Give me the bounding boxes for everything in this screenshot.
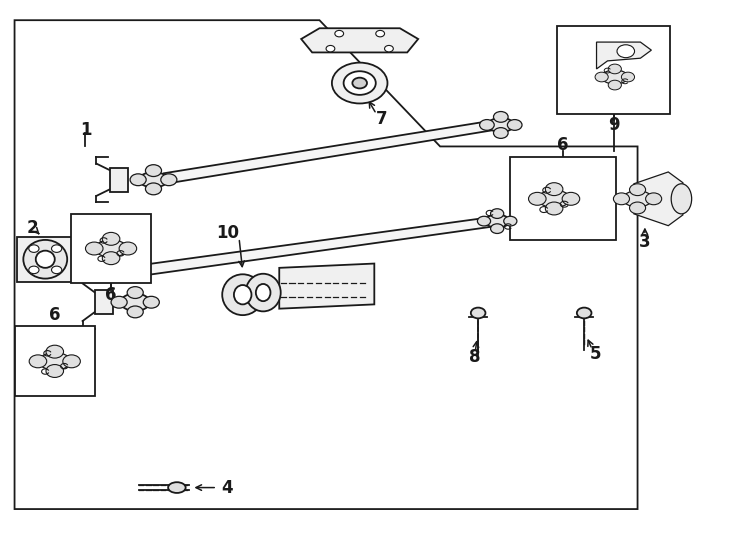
Polygon shape <box>279 264 374 309</box>
Polygon shape <box>15 20 638 509</box>
Ellipse shape <box>385 45 393 52</box>
Ellipse shape <box>595 72 608 82</box>
Text: 1: 1 <box>80 122 91 139</box>
Bar <box>15 326 95 396</box>
Ellipse shape <box>95 240 127 257</box>
Ellipse shape <box>46 364 64 377</box>
Ellipse shape <box>470 308 485 319</box>
Ellipse shape <box>492 119 505 130</box>
Ellipse shape <box>491 216 503 226</box>
Text: 7: 7 <box>376 110 388 127</box>
Ellipse shape <box>577 308 592 319</box>
Ellipse shape <box>29 266 39 274</box>
Ellipse shape <box>376 30 385 37</box>
Ellipse shape <box>120 294 150 311</box>
Ellipse shape <box>51 266 62 274</box>
Ellipse shape <box>139 172 168 187</box>
Ellipse shape <box>36 251 55 268</box>
Ellipse shape <box>562 192 580 205</box>
Polygon shape <box>137 217 497 276</box>
Ellipse shape <box>630 184 646 195</box>
Ellipse shape <box>145 165 161 177</box>
Polygon shape <box>301 28 418 52</box>
Text: 10: 10 <box>217 225 239 242</box>
Text: 6: 6 <box>105 286 117 304</box>
Ellipse shape <box>29 355 47 368</box>
Ellipse shape <box>222 274 264 315</box>
Text: 5: 5 <box>589 345 601 363</box>
Ellipse shape <box>335 30 344 37</box>
Ellipse shape <box>119 242 137 255</box>
Ellipse shape <box>538 190 570 207</box>
Ellipse shape <box>145 183 161 195</box>
Ellipse shape <box>545 202 563 215</box>
Ellipse shape <box>646 193 661 205</box>
Ellipse shape <box>528 192 546 205</box>
Ellipse shape <box>490 224 504 233</box>
Ellipse shape <box>161 174 177 186</box>
Ellipse shape <box>130 174 146 186</box>
Ellipse shape <box>545 183 563 195</box>
Ellipse shape <box>29 245 39 252</box>
Polygon shape <box>18 237 73 282</box>
Text: 9: 9 <box>608 116 619 134</box>
Text: 6: 6 <box>49 306 60 323</box>
Ellipse shape <box>102 232 120 245</box>
Ellipse shape <box>484 215 509 227</box>
Ellipse shape <box>493 112 508 122</box>
Ellipse shape <box>630 202 646 214</box>
Bar <box>557 25 670 114</box>
Ellipse shape <box>617 45 635 58</box>
Ellipse shape <box>507 119 522 130</box>
Ellipse shape <box>671 184 691 214</box>
Ellipse shape <box>504 217 517 226</box>
Ellipse shape <box>127 306 143 318</box>
Ellipse shape <box>51 245 62 252</box>
Bar <box>71 214 151 284</box>
Text: 8: 8 <box>470 348 481 366</box>
Polygon shape <box>109 168 128 192</box>
Ellipse shape <box>608 80 622 90</box>
Ellipse shape <box>246 274 280 312</box>
Ellipse shape <box>487 118 514 132</box>
Ellipse shape <box>332 63 388 104</box>
Ellipse shape <box>493 127 508 138</box>
Ellipse shape <box>326 45 335 52</box>
Ellipse shape <box>39 353 71 370</box>
Text: 4: 4 <box>221 478 233 497</box>
Ellipse shape <box>479 119 494 130</box>
Ellipse shape <box>102 252 120 265</box>
Text: 2: 2 <box>26 219 38 237</box>
Ellipse shape <box>111 296 127 308</box>
Polygon shape <box>164 119 498 184</box>
Ellipse shape <box>622 72 635 82</box>
Ellipse shape <box>143 296 159 308</box>
Text: 3: 3 <box>639 233 650 251</box>
Ellipse shape <box>85 242 103 255</box>
Ellipse shape <box>23 240 68 279</box>
Ellipse shape <box>168 482 186 493</box>
Text: 6: 6 <box>557 137 568 154</box>
Ellipse shape <box>490 209 504 218</box>
Ellipse shape <box>344 71 376 95</box>
Ellipse shape <box>623 191 653 207</box>
Ellipse shape <box>477 217 490 226</box>
Polygon shape <box>597 42 651 69</box>
Ellipse shape <box>614 193 630 205</box>
Ellipse shape <box>127 287 143 299</box>
Ellipse shape <box>352 78 367 89</box>
Ellipse shape <box>602 70 628 84</box>
Ellipse shape <box>63 355 80 368</box>
Ellipse shape <box>256 284 270 301</box>
Bar <box>509 157 616 240</box>
Polygon shape <box>95 291 113 314</box>
Ellipse shape <box>46 345 64 358</box>
Ellipse shape <box>234 285 252 305</box>
Polygon shape <box>634 172 683 226</box>
Ellipse shape <box>608 64 622 74</box>
